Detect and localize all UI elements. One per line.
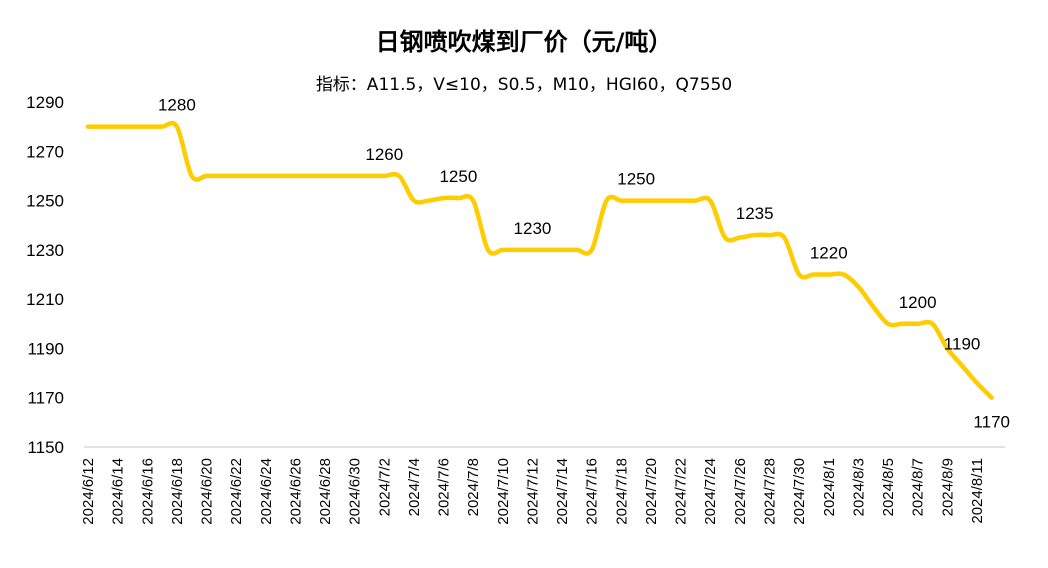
x-tick-label: 2024/8/5 [880, 458, 897, 516]
y-tick-label: 1150 [27, 438, 64, 457]
x-tick-label: 2024/7/10 [495, 458, 512, 525]
y-tick-label: 1210 [26, 290, 64, 309]
x-tick-label: 2024/7/22 [673, 458, 690, 525]
x-tick-label: 2024/7/26 [732, 458, 749, 525]
y-tick-label: 1170 [27, 389, 64, 408]
y-tick-label: 1190 [27, 339, 64, 358]
x-tick-label: 2024/6/24 [258, 458, 275, 525]
data-label: 1250 [617, 170, 655, 189]
x-tick-label: 2024/7/8 [465, 458, 482, 516]
x-axis-ticks: 2024/6/12 2024/6/14 2024/6/16 2024/6/18 2024… [80, 458, 986, 525]
x-tick-label: 2024/7/12 [524, 458, 541, 525]
x-tick-label: 2024/6/20 [199, 458, 216, 525]
x-tick-label: 2024/6/16 [139, 458, 156, 525]
data-label: 1190 [944, 335, 981, 354]
y-tick-label: 1270 [26, 142, 64, 161]
x-tick-label: 2024/8/1 [821, 458, 838, 516]
x-tick-label: 2024/6/30 [347, 458, 364, 525]
x-tick-label: 2024/7/20 [643, 458, 660, 525]
x-tick-label: 2024/6/28 [317, 458, 334, 525]
x-tick-label: 2024/7/14 [554, 458, 571, 525]
data-label: 1260 [365, 145, 403, 164]
y-tick-label: 1290 [26, 93, 64, 112]
x-tick-label: 2024/8/9 [939, 458, 956, 516]
x-tick-label: 2024/6/18 [169, 458, 186, 525]
chart-subtitle: 指标：A11.5，V≤10，S0.5，M10，HGI60，Q7550 [316, 75, 732, 95]
x-tick-label: 2024/6/12 [80, 458, 97, 525]
x-tick-label: 2024/7/2 [376, 458, 393, 516]
x-tick-label: 2024/8/3 [850, 458, 867, 516]
data-label: 1235 [736, 204, 774, 223]
data-label: 1280 [158, 96, 196, 115]
data-label: 1250 [439, 167, 477, 186]
data-labels: 1280 1260 1250 1230 1250 1235 1220 1200 1190 1170 [158, 96, 1010, 432]
x-tick-label: 2024/6/26 [287, 458, 304, 525]
x-tick-label: 2024/8/7 [910, 458, 927, 516]
y-axis-ticks: 1150 1170 1190 1210 1230 1250 1270 1290 [26, 93, 64, 457]
x-tick-label: 2024/6/14 [110, 458, 127, 525]
x-tick-label: 2024/7/6 [436, 458, 453, 516]
x-tick-label: 2024/7/28 [761, 458, 778, 525]
data-label: 1200 [899, 293, 937, 312]
data-label: 1230 [514, 219, 552, 238]
x-tick-label: 2024/6/22 [228, 458, 245, 525]
x-tick-label: 2024/7/24 [702, 458, 719, 525]
x-tick-label: 2024/7/16 [584, 458, 601, 525]
series-line [85, 120, 994, 400]
data-label: 1220 [810, 244, 848, 263]
x-tick-label: 2024/7/30 [791, 458, 808, 525]
x-tick-label: 2024/7/4 [406, 458, 423, 516]
x-tick-label: 2024/8/11 [969, 458, 986, 524]
x-tick-label: 2024/7/18 [613, 458, 630, 525]
y-tick-label: 1230 [26, 241, 64, 260]
chart-title: 日钢喷吹煤到厂价（元/吨） [376, 28, 673, 56]
data-label: 1170 [973, 413, 1010, 432]
y-tick-label: 1250 [26, 192, 64, 211]
